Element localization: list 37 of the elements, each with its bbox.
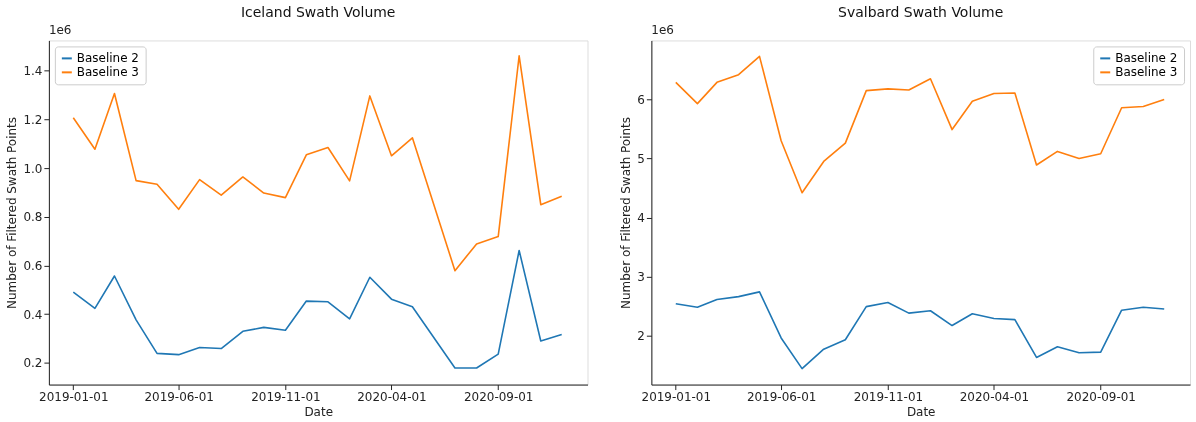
y-tick-label: 1.2: [23, 113, 43, 128]
legend-label: Baseline 2: [76, 51, 139, 66]
x-tick-label: 2019-01-01: [39, 390, 109, 405]
y-tick-label: 4: [637, 211, 645, 225]
x-tick-label: 2019-06-01: [144, 390, 214, 405]
legend-label: Baseline 3: [76, 65, 139, 80]
x-tick-label: 2020-04-01: [357, 390, 427, 405]
x-tick-label: 2019-01-01: [641, 390, 712, 405]
text: 1e6: [48, 23, 72, 38]
y-axis-title: Number of Filtered Swath Points: [619, 117, 634, 309]
legend-label: Baseline 3: [1115, 65, 1178, 80]
x-axis-title: Date: [304, 404, 333, 419]
x-tick-label: 2020-09-01: [463, 390, 534, 405]
y-tick-label: 1.4: [23, 64, 43, 79]
y-tick-label: 0.2: [23, 356, 43, 371]
chart-title: Iceland Swath Volume: [241, 4, 396, 21]
x-tick-label: 2020-04-01: [959, 390, 1030, 405]
text: 1e6: [651, 23, 674, 38]
y-tick-label: 2: [637, 329, 645, 344]
y-tick-label: 5: [637, 151, 645, 166]
x-tick-label: 2019-06-01: [746, 390, 817, 405]
y-tick-label: 0.4: [23, 307, 43, 322]
y-axis-title: Number of Filtered Swath Points: [5, 117, 20, 309]
line-series: [72, 54, 563, 272]
legend-label: Baseline 2: [1115, 51, 1178, 66]
x-tick-label: 2019-11-01: [853, 390, 924, 405]
y-tick-label: 3: [637, 270, 645, 285]
x-tick-label: 2019-11-01: [251, 390, 321, 405]
chart-title: Svalbard Swath Volume: [838, 4, 1004, 21]
y-tick-label: 1.0: [23, 161, 43, 176]
line-series: [674, 291, 1165, 370]
y-tick-label: 6: [637, 92, 645, 107]
line-series: [72, 249, 563, 369]
x-tick-label: 2020-09-01: [1066, 390, 1136, 405]
y-tick-label: 0.8: [23, 210, 43, 225]
x-axis-title: Date: [906, 404, 936, 419]
y-tick-label: 0.6: [23, 259, 43, 274]
